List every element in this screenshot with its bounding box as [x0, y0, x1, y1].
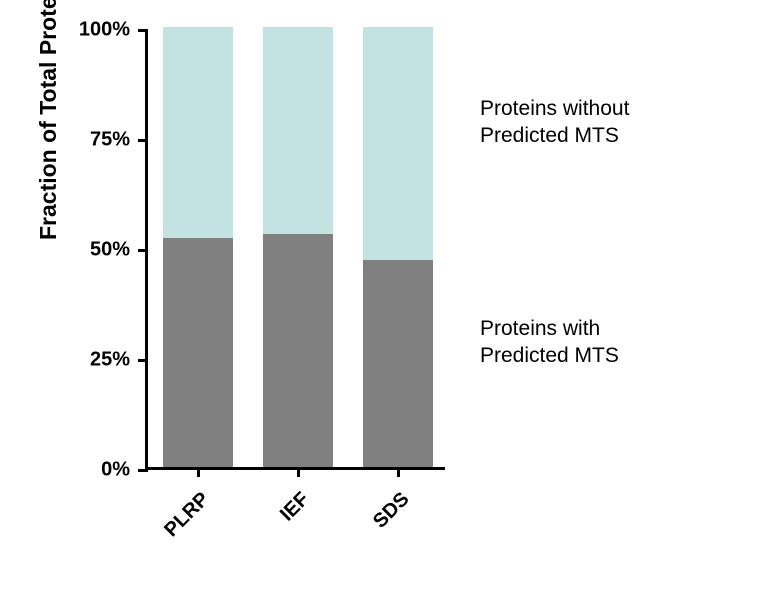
legend-line: Predicted MTS: [480, 344, 619, 367]
x-tick: [297, 467, 300, 477]
x-tick: [397, 467, 400, 477]
legend-line: Predicted MTS: [480, 124, 619, 147]
y-tick-label: 75%: [90, 129, 130, 152]
bar-segment-without_mts: [363, 27, 433, 260]
legend-with-mts: Proteins with Predicted MTS: [480, 315, 619, 370]
bar-group: [163, 27, 233, 467]
plot-area: 0%25%50%75%100%PLRPIEFSDS: [145, 30, 445, 470]
bar-segment-with_mts: [263, 234, 333, 467]
legend-line: Proteins with: [480, 317, 600, 340]
y-tick: [138, 359, 148, 362]
y-tick: [138, 249, 148, 252]
bar-segment-without_mts: [263, 27, 333, 234]
legend-line: Proteins without: [480, 97, 629, 120]
y-tick-label: 25%: [90, 349, 130, 372]
y-tick: [138, 139, 148, 142]
bar-group: [263, 27, 333, 467]
x-tick-label: SDS: [356, 488, 415, 547]
chart-container: Fraction of Total Proteins 0%25%50%75%10…: [50, 20, 750, 580]
bar-segment-with_mts: [163, 238, 233, 467]
y-tick-label: 0%: [101, 459, 130, 482]
y-axis-title: Fraction of Total Proteins: [35, 0, 62, 240]
y-tick: [138, 29, 148, 32]
y-tick-label: 50%: [90, 239, 130, 262]
legend-without-mts: Proteins without Predicted MTS: [480, 95, 629, 150]
x-tick: [197, 467, 200, 477]
bar-segment-with_mts: [363, 260, 433, 467]
y-tick-label: 100%: [79, 19, 130, 42]
bar-segment-without_mts: [163, 27, 233, 238]
y-tick: [138, 469, 148, 472]
x-tick-label: IEF: [256, 488, 315, 547]
x-tick-label: PLRP: [156, 488, 215, 547]
bar-group: [363, 27, 433, 467]
